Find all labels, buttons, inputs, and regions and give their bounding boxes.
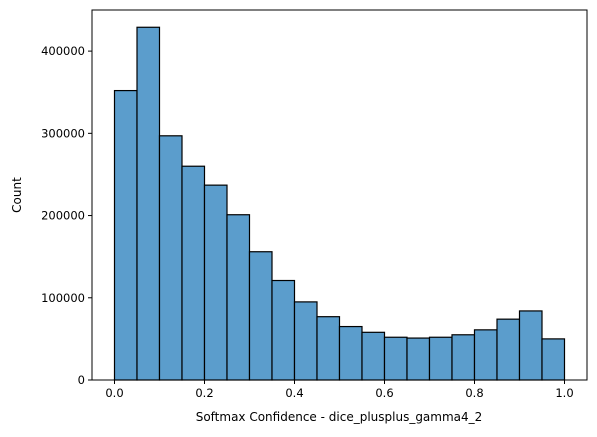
plot-frame [91,9,588,381]
histogram-bar [293,301,318,381]
histogram-bar [428,336,453,381]
y-tick-label: 200000 [41,209,85,223]
x-axis-label: Softmax Confidence - dice_plusplus_gamma… [196,410,483,424]
x-tick-label: 0.8 [465,386,483,400]
histogram-bar [518,310,543,381]
histogram-bar [473,329,498,381]
x-tick-label: 0.4 [285,386,303,400]
histogram-bar [496,318,521,381]
histogram-bar [338,325,363,381]
y-axis-label: Count [10,177,24,213]
histogram-bar [451,334,476,381]
histogram-bar [113,89,138,381]
histogram-bar [383,336,408,381]
x-tick-label: 0.6 [375,386,393,400]
histogram-bar [203,184,228,381]
y-tick-label: 400000 [41,44,85,58]
histogram-bar [541,338,566,381]
histogram-bar [361,331,386,381]
y-tick-label: 100000 [41,291,85,305]
histogram-bar [226,214,251,381]
axes-group: 0.0 0.2 0.4 0.6 0.8 1.0 0 100000 200000 300000 400… [41,9,588,400]
x-tick-label: 0.0 [105,386,123,400]
x-tick-label: 1.0 [555,386,573,400]
histogram-bar [248,251,273,381]
histogram-bar [158,135,183,381]
x-tick-label: 0.2 [195,386,213,400]
histogram-bar [406,337,431,381]
histogram-bar [316,316,341,381]
y-tick-label: 300000 [41,126,85,140]
bars-group [113,26,566,381]
y-tick-label: 0 [78,373,85,387]
histogram-bar [271,279,296,381]
histogram-bar [181,165,206,381]
histogram-bar [136,26,161,381]
